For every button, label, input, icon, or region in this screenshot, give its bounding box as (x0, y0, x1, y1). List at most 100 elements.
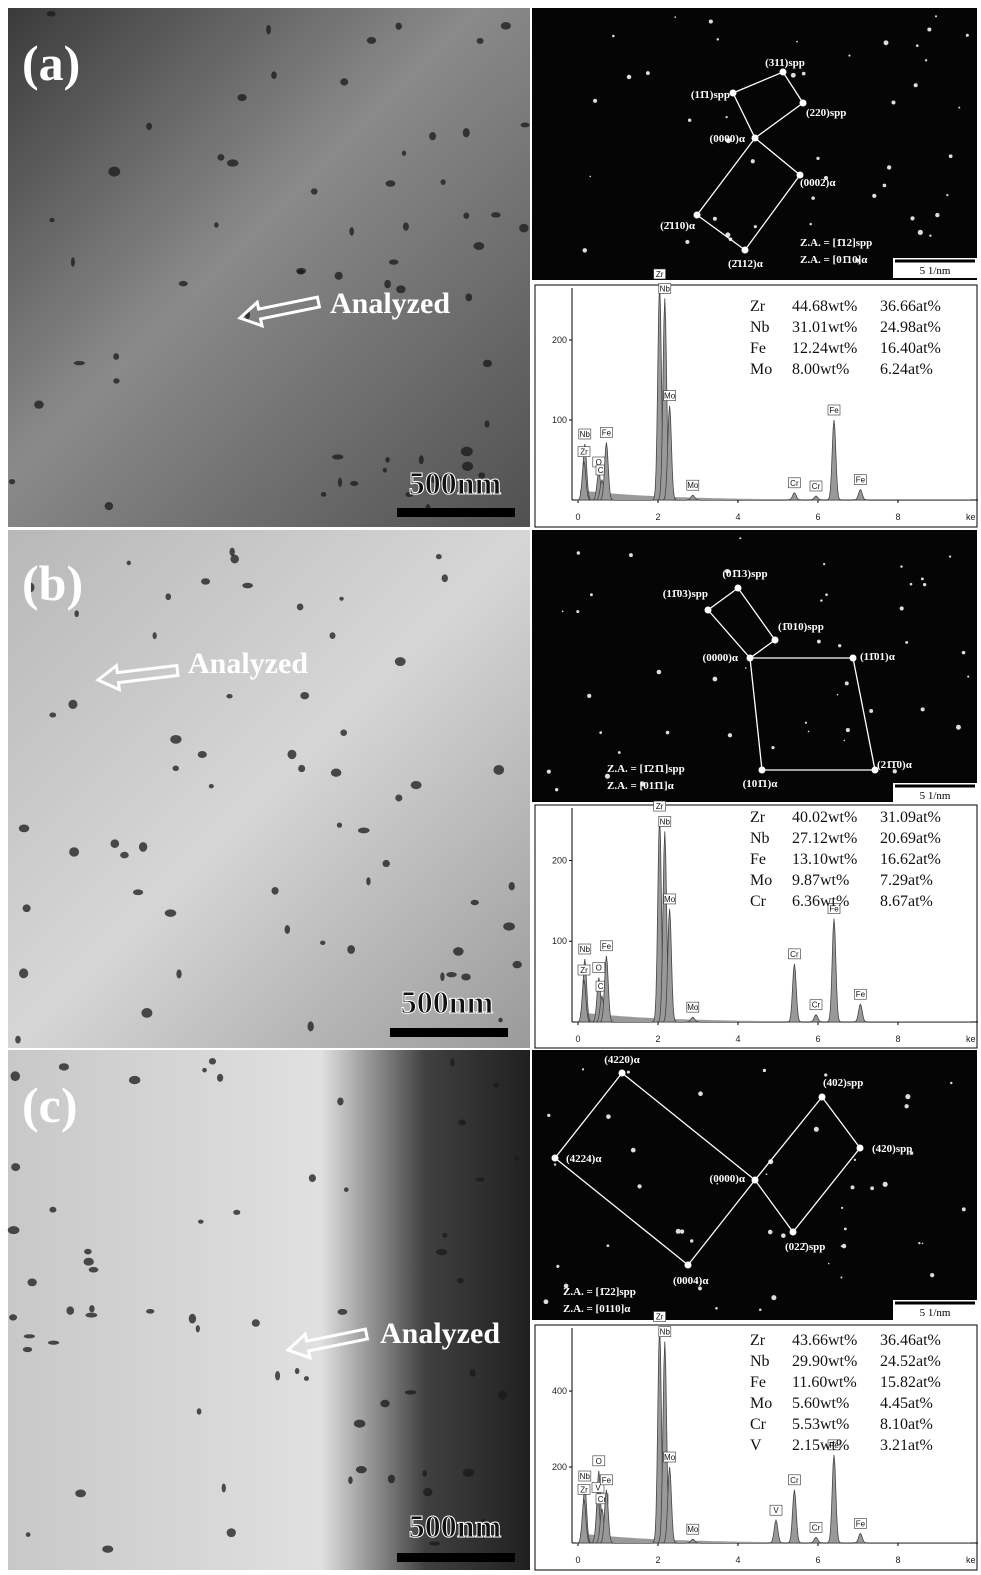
spot-label: (220)spp (806, 107, 846, 119)
precipitate (395, 794, 402, 801)
precipitate (242, 583, 253, 589)
diffraction-spot (910, 216, 914, 220)
diffraction-spot (925, 59, 927, 61)
precipitate (26, 1532, 31, 1537)
spot-label: (311)spp (765, 57, 805, 69)
precipitate (201, 578, 210, 584)
precipitate (49, 712, 56, 717)
precipitate (411, 781, 422, 789)
composition-cell: 43.66wt% (792, 1332, 857, 1349)
precipitate (153, 632, 157, 639)
composition-cell: 27.12wt% (792, 830, 857, 847)
diffraction-spot (713, 677, 718, 682)
precipitate (436, 1249, 447, 1255)
precipitate (463, 128, 470, 137)
precipitate (515, 1156, 519, 1161)
precipitate (386, 180, 396, 187)
composition-cell: 36.46at% (880, 1332, 941, 1349)
peak-label: Mo (664, 1453, 676, 1462)
diffraction-spot (921, 577, 924, 580)
diffraction-spot (583, 248, 587, 252)
x-tick-label: 8 (895, 512, 900, 522)
diffraction-spot (698, 1286, 702, 1290)
indexed-spot (752, 135, 759, 142)
diffraction-spot (844, 1227, 847, 1230)
diffraction-spot (629, 553, 633, 557)
diffraction-spot (929, 235, 931, 237)
precipitate (367, 37, 376, 44)
precipitate (113, 378, 119, 383)
precipitate (309, 1174, 316, 1182)
precipitate (113, 353, 119, 360)
peak-label: O (596, 964, 602, 973)
indexed-spot (772, 637, 779, 644)
diffraction-spot (713, 217, 717, 221)
indexed-spot (619, 1070, 626, 1077)
precipitate (74, 361, 85, 365)
precipitate (233, 1210, 240, 1215)
precipitate (470, 1369, 476, 1377)
diffraction-spot (631, 1148, 636, 1153)
precipitate (108, 167, 120, 177)
diffraction-spot (905, 641, 908, 644)
diffraction-spot (905, 1094, 910, 1099)
indexed-spot (735, 585, 742, 592)
zone-axis: Z.A. = [01̄10]α (800, 254, 868, 266)
precipitate (356, 1466, 367, 1473)
precipitate (501, 22, 511, 30)
precipitate (209, 784, 214, 788)
composition-cell: 15.82at% (880, 1374, 941, 1391)
precipitate (222, 1483, 226, 1492)
tem-image (8, 1050, 530, 1570)
precipitate (519, 224, 528, 233)
diffraction-spot (883, 1182, 888, 1187)
precipitate (321, 492, 327, 497)
y-tick-label: 100 (552, 936, 567, 946)
composition-cell: 11.60wt% (792, 1374, 857, 1391)
diffraction-spot (618, 751, 621, 754)
precipitate (74, 610, 78, 617)
x-unit: ke (966, 1555, 976, 1565)
diffraction-spot (582, 1068, 584, 1070)
precipitate (89, 1305, 94, 1312)
precipitate (165, 593, 171, 600)
precipitate (176, 969, 181, 978)
precipitate (453, 947, 464, 956)
diffraction-spot (935, 15, 937, 17)
diffraction-spot (547, 770, 551, 774)
diffraction-spot (666, 731, 670, 735)
composition-cell: 12.24wt% (792, 340, 857, 357)
diffraction-spot (887, 165, 891, 169)
precipitate (27, 1279, 36, 1287)
diffraction-spot (544, 1299, 549, 1304)
precipitate (227, 1528, 236, 1537)
precipitate (383, 468, 387, 473)
diffraction-spot (900, 565, 902, 567)
precipitate (423, 1488, 432, 1496)
spot-label: (101̄1)α (743, 778, 779, 790)
precipitate (463, 213, 469, 219)
composition-cell: Mo (750, 1395, 772, 1412)
precipitate (380, 1400, 389, 1407)
precipitate (8, 1226, 20, 1234)
precipitate (493, 765, 504, 775)
diffraction-spot (676, 1229, 681, 1234)
indexed-spot (742, 247, 749, 254)
scale-bar-label: 500nm (401, 984, 494, 1020)
precipitate (146, 123, 152, 130)
spot-label: (11̄01)α (860, 651, 896, 663)
precipitate (296, 268, 306, 274)
precipitate (271, 71, 277, 79)
diffraction-spot (900, 606, 904, 610)
indexed-spot (752, 1177, 759, 1184)
diffraction-spot (607, 1244, 610, 1247)
zone-axis: Z.A. = [1̄12]spp (800, 237, 872, 249)
x-unit: ke (966, 1034, 976, 1044)
composition-cell: Zr (750, 298, 766, 315)
diffraction-spot (891, 100, 895, 104)
precipitate (9, 479, 15, 484)
precipitate (473, 242, 484, 250)
diffraction-spot (674, 16, 676, 18)
peak-label: Nb (660, 817, 671, 826)
diffraction-spot (851, 1185, 855, 1189)
